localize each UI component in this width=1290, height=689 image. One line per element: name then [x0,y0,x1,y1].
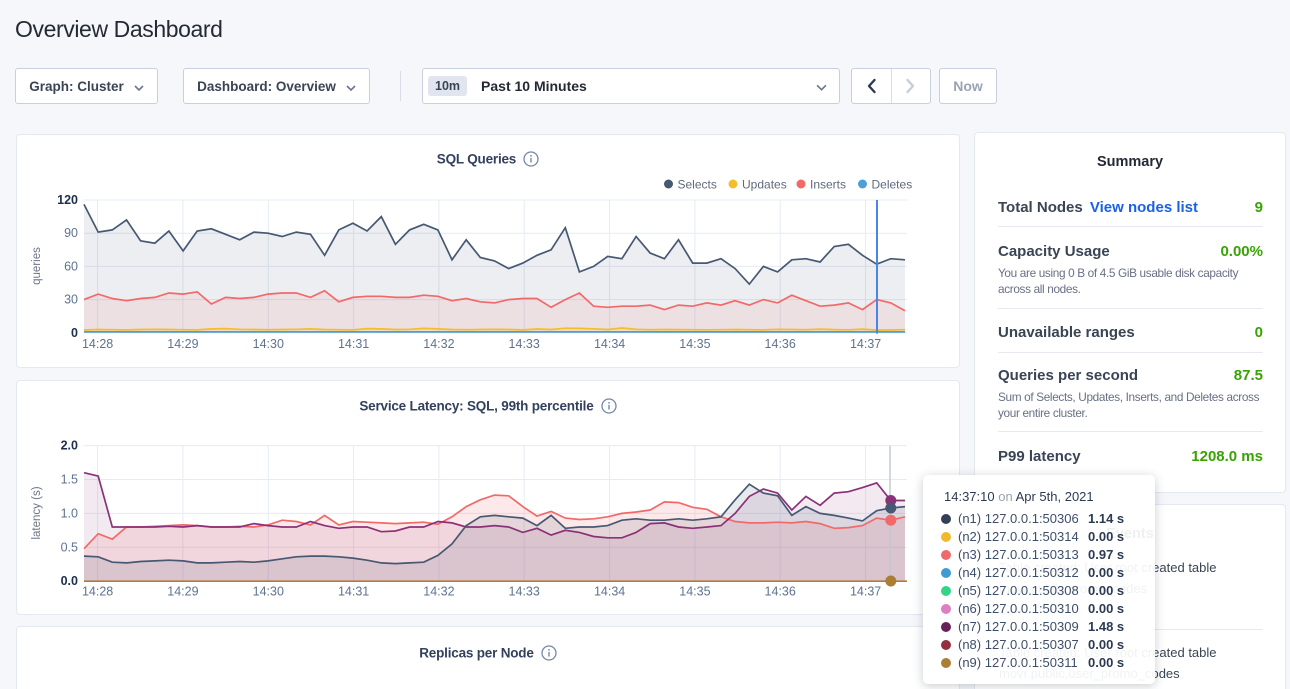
svg-text:14:31: 14:31 [338,337,369,351]
svg-text:14:34: 14:34 [594,585,625,599]
svg-text:14:28: 14:28 [82,585,113,599]
svg-text:Deletes: Deletes [872,178,913,192]
svg-text:0: 0 [71,326,78,340]
svg-text:queries: queries [31,247,43,285]
svg-text:0.0: 0.0 [61,574,78,588]
svg-text:14:33: 14:33 [509,585,540,599]
svg-text:14:36: 14:36 [765,585,796,599]
svg-text:90: 90 [64,226,78,240]
svg-text:Selects: Selects [678,178,717,192]
svg-text:14:29: 14:29 [167,337,198,351]
svg-text:14:28: 14:28 [82,337,113,351]
svg-text:14:30: 14:30 [253,337,284,351]
svg-text:14:31: 14:31 [338,585,369,599]
svg-text:120: 120 [57,193,78,207]
svg-text:14:34: 14:34 [594,337,625,351]
svg-text:1.5: 1.5 [61,473,78,487]
svg-text:14:35: 14:35 [679,585,710,599]
svg-text:14:37: 14:37 [850,337,881,351]
svg-text:14:37: 14:37 [850,585,881,599]
svg-text:14:36: 14:36 [765,337,796,351]
svg-text:14:32: 14:32 [423,585,454,599]
svg-text:Inserts: Inserts [810,178,846,192]
svg-text:14:29: 14:29 [167,585,198,599]
svg-text:1.0: 1.0 [61,506,78,520]
svg-text:14:32: 14:32 [423,337,454,351]
svg-text:14:30: 14:30 [253,585,284,599]
svg-text:2.0: 2.0 [61,439,78,453]
svg-text:14:35: 14:35 [679,337,710,351]
svg-text:60: 60 [64,259,78,273]
svg-text:30: 30 [64,293,78,307]
svg-text:Updates: Updates [742,178,787,192]
svg-text:14:33: 14:33 [509,337,540,351]
svg-text:0.5: 0.5 [61,540,78,554]
svg-text:latency (s): latency (s) [31,486,43,539]
